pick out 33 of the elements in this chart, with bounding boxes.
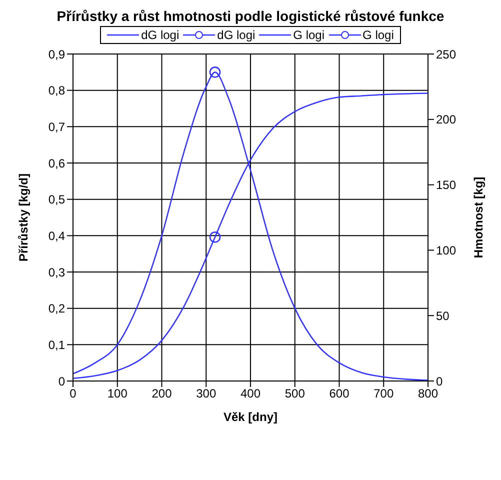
y2-tick-label: 100 <box>436 243 456 258</box>
y-tick-label: 0 <box>58 374 66 388</box>
y2-tick-label: 200 <box>436 112 456 127</box>
legend-label: dG logi <box>217 28 256 42</box>
legend-label: G logi <box>362 28 394 42</box>
y-tick-label: 0,5 <box>48 192 66 207</box>
legend-label: G logi <box>293 28 325 42</box>
y-tick-label: 0,4 <box>48 228 66 243</box>
x-tick-label: 500 <box>284 386 306 401</box>
legend-label: dG logi <box>141 28 180 42</box>
x-tick-label: 700 <box>374 386 394 401</box>
y2-axis-title: Hmotnost [kg] <box>471 176 486 258</box>
x-tick-label: 800 <box>418 386 438 401</box>
y-tick-label: 0,7 <box>48 120 66 134</box>
y-tick-label: 0,3 <box>48 265 66 280</box>
y-tick-label: 0,2 <box>48 302 66 316</box>
x-tick-label: 300 <box>196 386 216 401</box>
y-tick-label: 0,8 <box>48 84 66 98</box>
y-tick-label: 0,6 <box>48 156 66 170</box>
x-tick-label: 0 <box>70 386 77 401</box>
y2-tick-label: 150 <box>436 178 456 192</box>
chart-title: Přírůstky a růst hmotnosti podle logistické růstové funkce <box>56 8 446 24</box>
x-tick-label: 100 <box>107 386 128 401</box>
y2-tick-label: 50 <box>436 308 450 323</box>
y-axis-title: Přírůstky [kg/d] <box>16 173 30 262</box>
x-tick-label: 400 <box>240 386 261 401</box>
y2-tick-label: 0 <box>436 374 443 388</box>
y-tick-label: 0,1 <box>48 338 66 352</box>
x-tick-label: 200 <box>152 386 172 401</box>
y2-tick-label: 250 <box>436 47 456 62</box>
y-tick-label: 0,9 <box>48 47 66 62</box>
x-axis-title: Věk [dny] <box>223 410 278 424</box>
x-tick-label: 600 <box>329 386 350 401</box>
